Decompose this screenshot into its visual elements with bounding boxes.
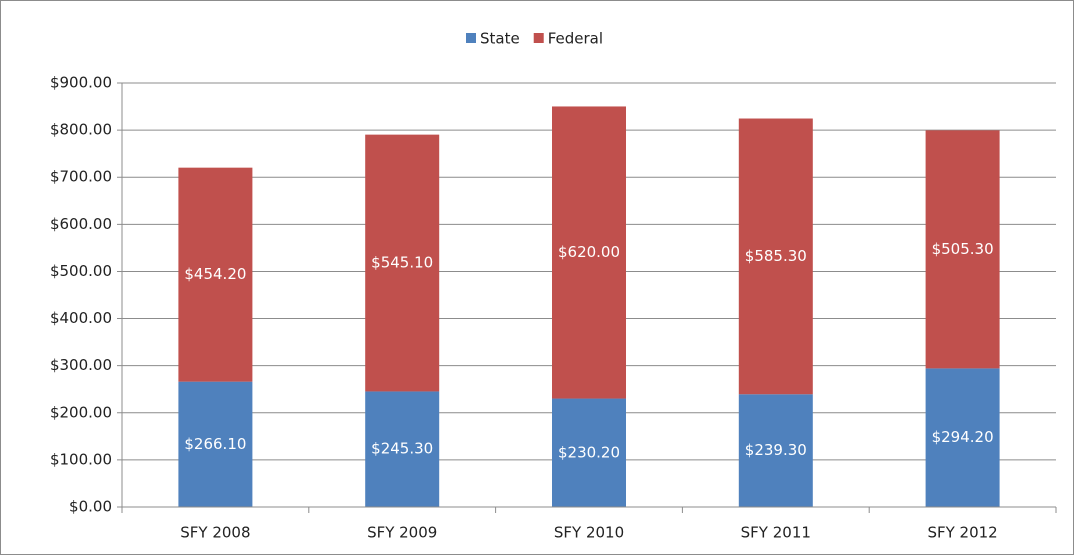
data-label: $294.20 bbox=[932, 428, 994, 446]
y-tick-label: $300.00 bbox=[50, 356, 112, 374]
x-tick-label: SFY 2009 bbox=[367, 524, 437, 542]
bar-segment bbox=[552, 106, 626, 399]
x-tick-label: SFY 2008 bbox=[180, 524, 250, 542]
data-label: $585.30 bbox=[745, 247, 807, 265]
legend-label: State bbox=[480, 30, 520, 48]
y-tick-label: $600.00 bbox=[50, 215, 112, 233]
bar-segment bbox=[178, 381, 253, 507]
y-tick-label: $200.00 bbox=[50, 403, 112, 421]
x-tick-label: SFY 2010 bbox=[554, 524, 624, 542]
data-label: $545.10 bbox=[371, 254, 433, 272]
data-label: $266.10 bbox=[184, 435, 246, 453]
y-tick-label: $0.00 bbox=[69, 498, 112, 516]
bar-segment bbox=[552, 398, 626, 507]
legend-swatch bbox=[533, 33, 544, 43]
x-tick-label: SFY 2012 bbox=[927, 524, 997, 542]
y-tick-label: $700.00 bbox=[50, 168, 112, 186]
data-label: $230.20 bbox=[558, 443, 620, 461]
legend-label: Federal bbox=[548, 30, 603, 48]
bar-segment bbox=[738, 394, 813, 507]
bar-segment bbox=[925, 130, 1000, 369]
data-label: $245.30 bbox=[371, 440, 433, 458]
y-tick-label: $500.00 bbox=[50, 262, 112, 280]
data-label: $454.20 bbox=[184, 265, 246, 283]
y-tick-label: $400.00 bbox=[50, 309, 112, 327]
x-tick-label: SFY 2011 bbox=[741, 524, 811, 542]
bar-segment bbox=[925, 368, 1000, 507]
y-tick-label: $800.00 bbox=[50, 121, 112, 139]
bar-segment bbox=[178, 167, 253, 382]
legend-swatch bbox=[466, 33, 476, 43]
y-tick-label: $900.00 bbox=[50, 74, 112, 92]
bar-segment bbox=[365, 391, 440, 507]
data-label: $505.30 bbox=[932, 240, 994, 258]
bar-segment bbox=[365, 134, 440, 392]
data-label: $620.00 bbox=[558, 243, 620, 261]
bar-segment bbox=[738, 118, 813, 395]
data-label: $239.30 bbox=[745, 441, 807, 459]
y-tick-label: $100.00 bbox=[50, 450, 112, 468]
